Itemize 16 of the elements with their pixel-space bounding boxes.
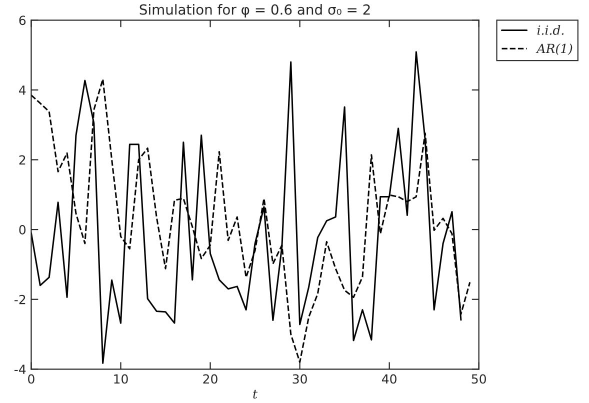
y-tick-label: 6 — [19, 16, 26, 26]
y-tick-label: -2 — [14, 294, 26, 304]
y-tick-label: 0 — [19, 225, 26, 234]
x-tick-label: 0 — [28, 374, 34, 384]
x-tick-label: 50 — [472, 374, 486, 384]
x-axis-title: t — [253, 390, 258, 399]
y-tick-label: -4 — [14, 364, 26, 374]
x-tick-label: 10 — [114, 374, 128, 384]
y-tick-label: 4 — [19, 86, 26, 95]
x-tick-label: 30 — [292, 374, 307, 384]
y-tick-label: 2 — [19, 155, 26, 164]
legend-label: AR(1) — [536, 44, 572, 55]
chart-title: Simulation for φ = 0.6 and σ₀ = 2 — [140, 4, 370, 18]
x-tick-label: 40 — [382, 374, 396, 384]
x-tick-label: 20 — [203, 374, 218, 384]
legend-label: i.i.d. — [537, 25, 564, 35]
